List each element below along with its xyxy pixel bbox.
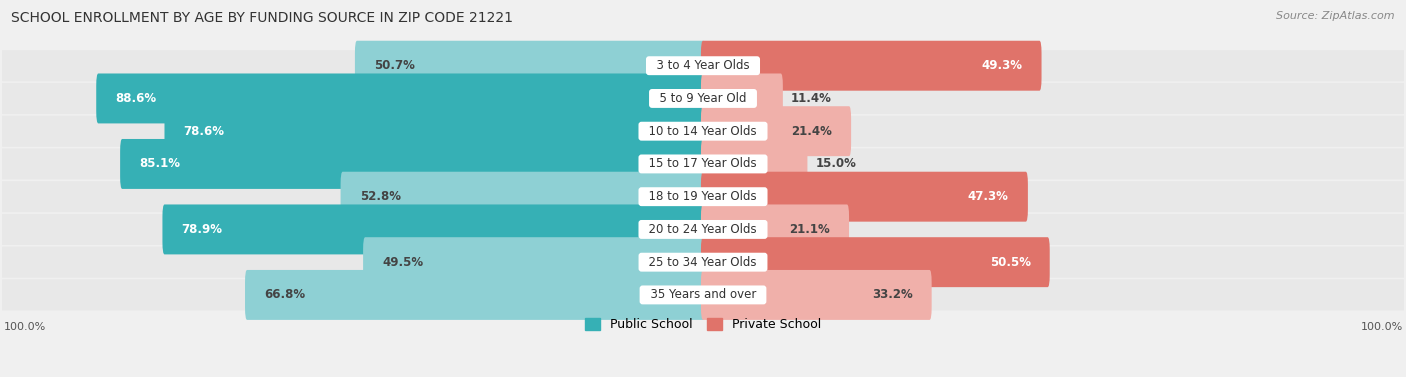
Text: 50.7%: 50.7% bbox=[374, 59, 415, 72]
Text: 78.6%: 78.6% bbox=[184, 125, 225, 138]
FancyBboxPatch shape bbox=[1, 116, 1405, 147]
Text: 3 to 4 Year Olds: 3 to 4 Year Olds bbox=[650, 59, 756, 72]
FancyBboxPatch shape bbox=[1, 247, 1405, 278]
FancyBboxPatch shape bbox=[1, 50, 1405, 81]
Text: 11.4%: 11.4% bbox=[792, 92, 832, 105]
Text: 88.6%: 88.6% bbox=[115, 92, 156, 105]
Text: 66.8%: 66.8% bbox=[264, 288, 305, 302]
Text: 49.5%: 49.5% bbox=[382, 256, 423, 269]
Text: 100.0%: 100.0% bbox=[3, 322, 45, 332]
FancyBboxPatch shape bbox=[1, 279, 1405, 311]
Text: 21.1%: 21.1% bbox=[789, 223, 830, 236]
Text: SCHOOL ENROLLMENT BY AGE BY FUNDING SOURCE IN ZIP CODE 21221: SCHOOL ENROLLMENT BY AGE BY FUNDING SOUR… bbox=[11, 11, 513, 25]
FancyBboxPatch shape bbox=[702, 106, 851, 156]
Text: 10 to 14 Year Olds: 10 to 14 Year Olds bbox=[641, 125, 765, 138]
Text: 49.3%: 49.3% bbox=[981, 59, 1022, 72]
FancyBboxPatch shape bbox=[1, 214, 1405, 245]
FancyBboxPatch shape bbox=[363, 237, 704, 287]
FancyBboxPatch shape bbox=[702, 237, 1050, 287]
FancyBboxPatch shape bbox=[702, 41, 1042, 91]
Text: 47.3%: 47.3% bbox=[967, 190, 1008, 203]
Text: 21.4%: 21.4% bbox=[792, 125, 832, 138]
Text: 25 to 34 Year Olds: 25 to 34 Year Olds bbox=[641, 256, 765, 269]
Text: 20 to 24 Year Olds: 20 to 24 Year Olds bbox=[641, 223, 765, 236]
FancyBboxPatch shape bbox=[702, 139, 807, 189]
FancyBboxPatch shape bbox=[1, 83, 1405, 114]
FancyBboxPatch shape bbox=[120, 139, 704, 189]
Legend: Public School, Private School: Public School, Private School bbox=[585, 318, 821, 331]
Text: 52.8%: 52.8% bbox=[360, 190, 401, 203]
Text: Source: ZipAtlas.com: Source: ZipAtlas.com bbox=[1277, 11, 1395, 21]
FancyBboxPatch shape bbox=[165, 106, 704, 156]
FancyBboxPatch shape bbox=[702, 172, 1028, 222]
Text: 78.9%: 78.9% bbox=[181, 223, 222, 236]
FancyBboxPatch shape bbox=[1, 149, 1405, 179]
FancyBboxPatch shape bbox=[163, 204, 704, 254]
FancyBboxPatch shape bbox=[354, 41, 704, 91]
Text: 5 to 9 Year Old: 5 to 9 Year Old bbox=[652, 92, 754, 105]
Text: 15 to 17 Year Olds: 15 to 17 Year Olds bbox=[641, 158, 765, 170]
Text: 50.5%: 50.5% bbox=[990, 256, 1031, 269]
Text: 85.1%: 85.1% bbox=[139, 158, 180, 170]
FancyBboxPatch shape bbox=[702, 270, 932, 320]
Text: 18 to 19 Year Olds: 18 to 19 Year Olds bbox=[641, 190, 765, 203]
FancyBboxPatch shape bbox=[702, 204, 849, 254]
Text: 100.0%: 100.0% bbox=[1361, 322, 1403, 332]
FancyBboxPatch shape bbox=[96, 74, 704, 123]
Text: 15.0%: 15.0% bbox=[815, 158, 856, 170]
FancyBboxPatch shape bbox=[702, 74, 783, 123]
Text: 33.2%: 33.2% bbox=[872, 288, 912, 302]
FancyBboxPatch shape bbox=[340, 172, 704, 222]
Text: 35 Years and over: 35 Years and over bbox=[643, 288, 763, 302]
FancyBboxPatch shape bbox=[1, 181, 1405, 212]
FancyBboxPatch shape bbox=[245, 270, 704, 320]
